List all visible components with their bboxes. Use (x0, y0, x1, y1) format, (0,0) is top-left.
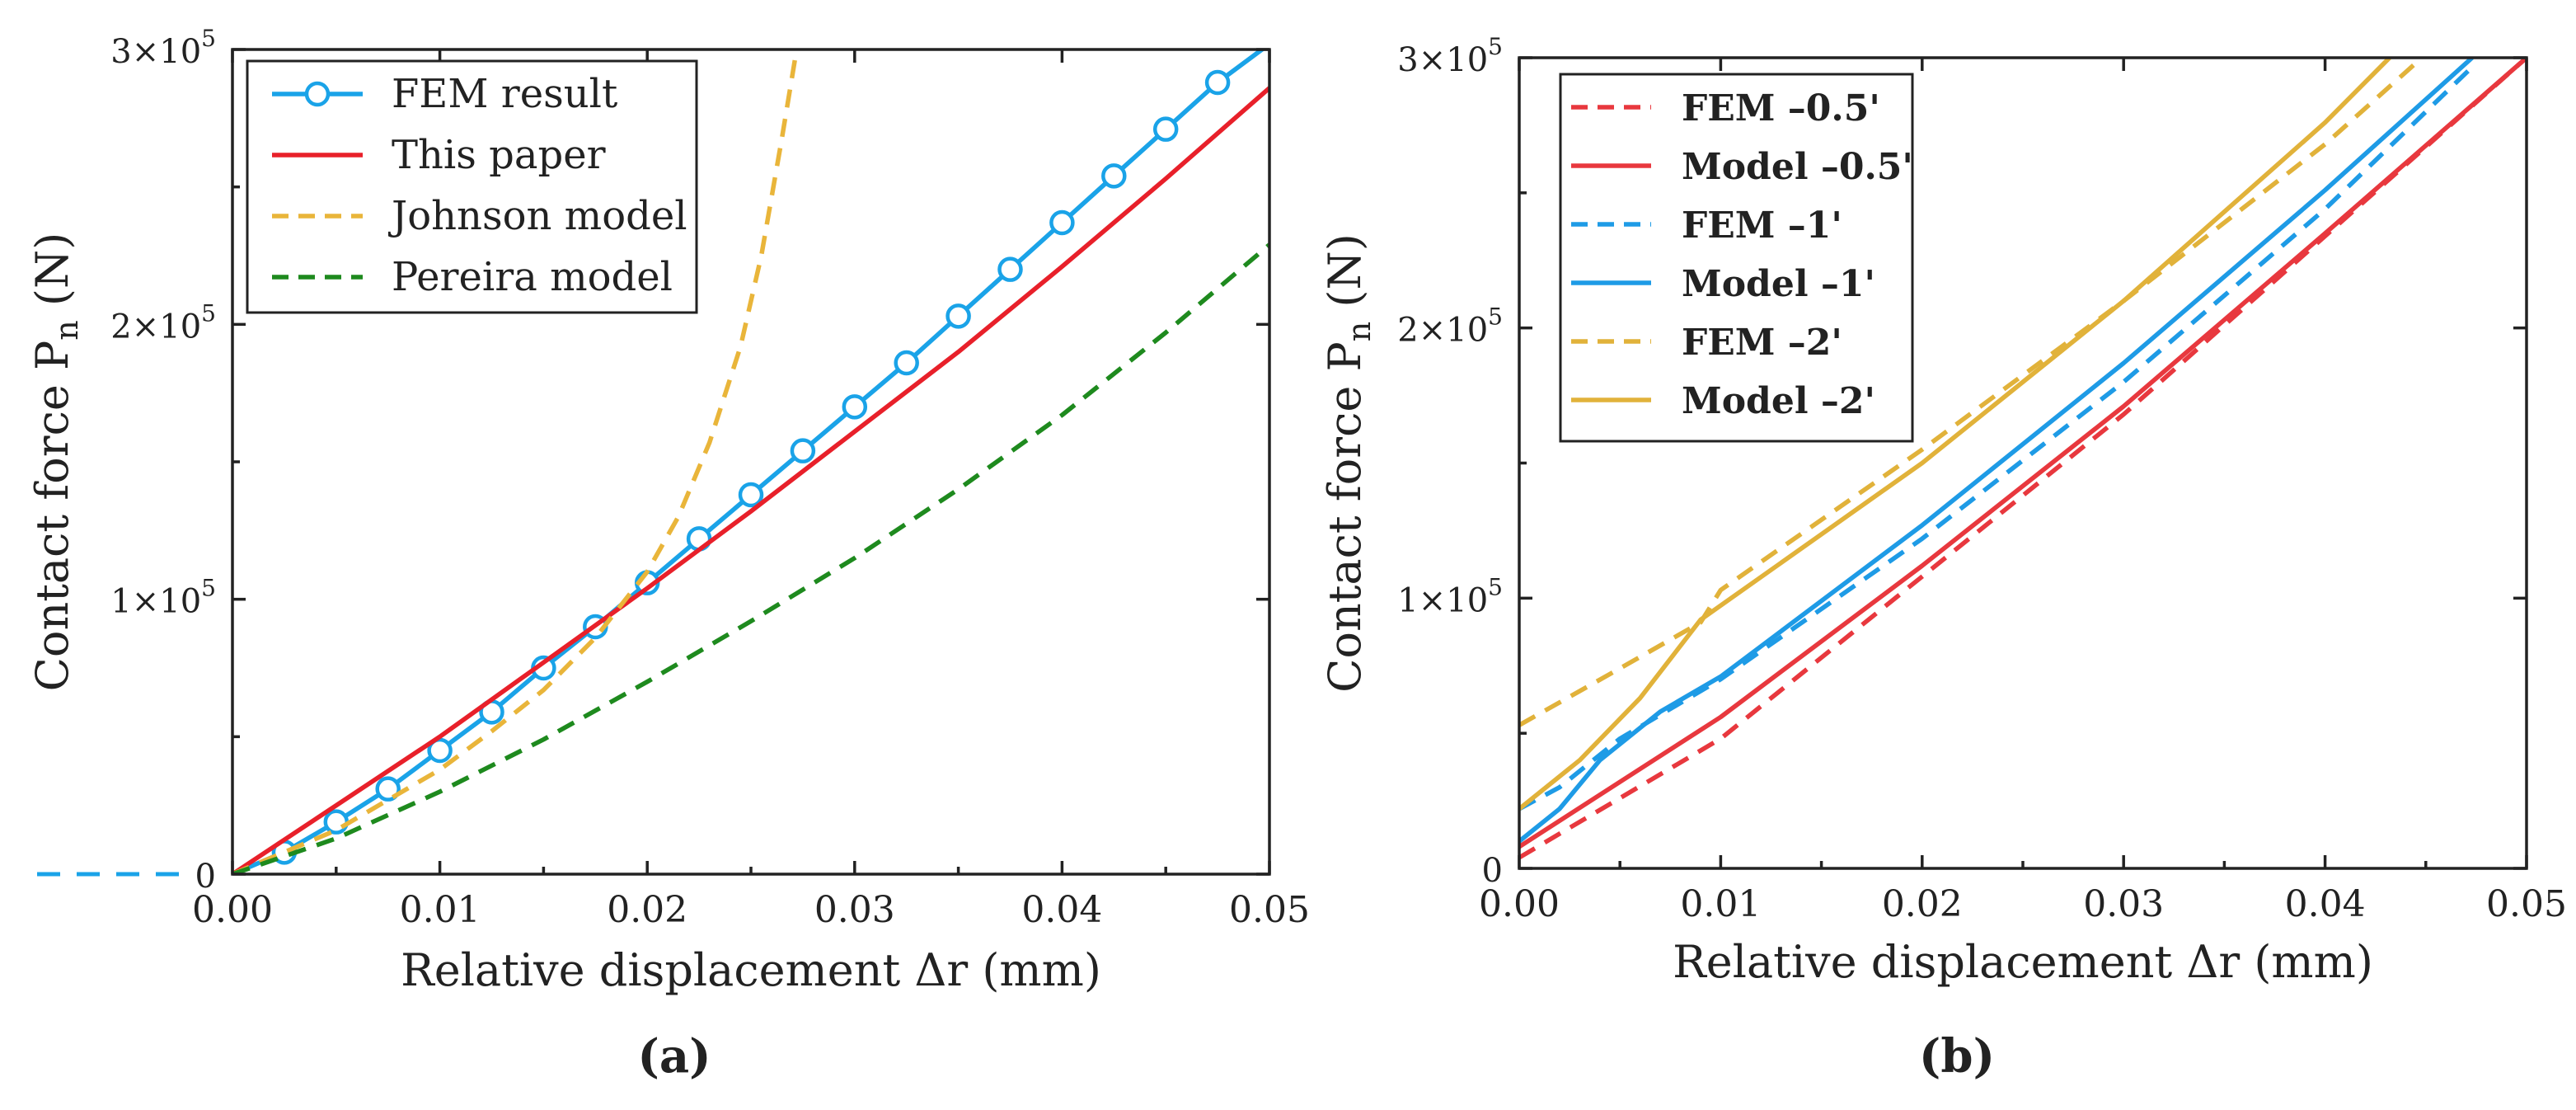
legend-label: FEM –1' (1682, 205, 1842, 247)
fem-marker-point (790, 438, 816, 463)
legend-marker (304, 81, 331, 107)
series-line-1 (1519, 58, 2527, 860)
fem-marker-point (894, 350, 919, 376)
fem-marker-point (945, 303, 971, 329)
x-tick-label: 0.00 (1479, 883, 1560, 925)
x-tick-label: 0.02 (607, 889, 687, 931)
legend-label: Model –1' (1682, 263, 1875, 305)
series-line-2 (232, 86, 1269, 874)
legend-label: Pereira model (392, 254, 673, 300)
fem-marker-point (1152, 116, 1179, 142)
y-tick-label: 2×105 (1397, 303, 1503, 350)
legend-label: FEM result (392, 71, 617, 117)
y-tick-label: 3×105 (110, 25, 216, 71)
fem-marker-point (842, 394, 868, 420)
x-tick-label: 0.03 (814, 889, 895, 931)
x-tick-label: 0.04 (2285, 883, 2366, 925)
y-tick-label: 0 (1482, 852, 1503, 890)
legend-label: Model –0.5' (1682, 146, 1913, 188)
y-tick-label: 3×105 (1397, 33, 1503, 79)
fem-marker-point (427, 737, 453, 764)
caption-a-open: ( (637, 1029, 659, 1084)
x-tick-label: 0.02 (1882, 883, 1963, 925)
y-tick-label: 0 (195, 858, 216, 896)
fem-marker-point (323, 809, 350, 835)
x-tick-label: 0.03 (2083, 883, 2164, 925)
x-tick-label: 0.05 (1229, 889, 1310, 931)
legend-label: Model –2' (1682, 380, 1875, 422)
caption-a-close: ) (689, 1029, 711, 1084)
x-axis-label: Relative displacement Δr (mm) (401, 944, 1101, 996)
legend-label: This paper (392, 132, 606, 178)
y-axis-label: Contact force Pn (N) (1319, 233, 1377, 693)
series-group (232, 49, 1269, 874)
series-line-4 (1519, 58, 2474, 844)
series-line-4 (232, 242, 1269, 874)
fem-marker-point (738, 482, 764, 508)
caption-a-letter: a (659, 1029, 689, 1084)
legend-label: Johnson model (387, 193, 687, 239)
y-tick-label: 1×105 (1397, 573, 1503, 619)
fem-marker-point (1101, 163, 1127, 189)
series-line-3 (1519, 61, 2478, 811)
x-tick-label: 0.05 (2486, 883, 2567, 925)
x-tick-label: 0.04 (1021, 889, 1102, 931)
series-group (1519, 58, 2527, 860)
x-tick-label: 0.01 (400, 889, 481, 931)
series-line-6 (1519, 58, 2391, 811)
series-line-3 (232, 49, 800, 874)
legend-label: FEM –2' (1682, 322, 1842, 364)
chart-panel-a: 0.00 0.01 0.02 0.03 0.04 0.05 0 1×105 2×105 3×105… (26, 25, 1310, 996)
fem-marker-point (1204, 69, 1231, 96)
legend-label: FEM –0.5' (1682, 87, 1880, 129)
panel-caption-b: (b) (1919, 1029, 1995, 1084)
x-tick-label: 0.00 (192, 889, 273, 931)
x-axis-label: Relative displacement Δr (mm) (1673, 936, 2373, 988)
panel-caption-a: (a) (637, 1029, 711, 1084)
series-line-5 (1519, 61, 2418, 727)
fem-marker-point (997, 256, 1023, 282)
y-tick-label: 2×105 (110, 299, 216, 346)
x-tick-label: 0.01 (1680, 883, 1761, 925)
legend-box (1559, 73, 1914, 443)
fem-marker-point (1049, 209, 1075, 236)
series-line-2 (1519, 58, 2527, 849)
y-tick-label: 1×105 (110, 575, 216, 621)
chart-panel-b: 0.00 0.01 0.02 0.03 0.04 0.05 0 1×105 2×105 3×105… (1319, 33, 2567, 988)
y-axis-label: Contact force Pn (N) (26, 233, 85, 692)
